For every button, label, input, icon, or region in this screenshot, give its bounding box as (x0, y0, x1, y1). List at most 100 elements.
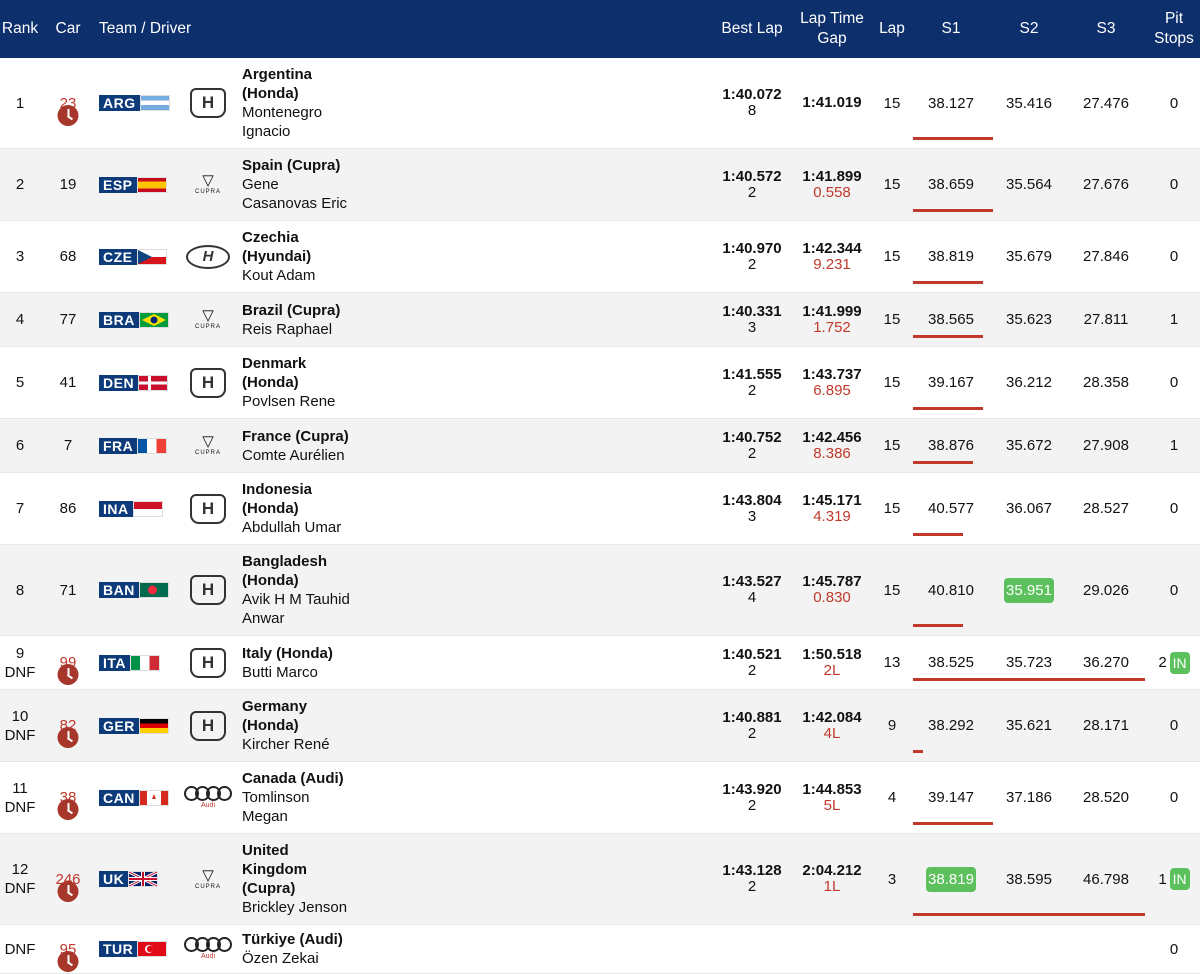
table-row[interactable]: 4 77 BRA ▽ CUPRA Brazil (Cupra) Reis Rapha… (0, 293, 1200, 347)
table-row[interactable]: 9 DNF 99 ITA H Italy (Honda) Butti Marco … (0, 636, 1200, 690)
pit-stops-count: 0 (1169, 500, 1179, 517)
table-row[interactable]: 12 DNF 246 UK ▽ CUPRA United Kingdom (Cupra… (0, 834, 1200, 925)
team-driver-cell[interactable]: Brazil (Cupra) Reis Raphael (242, 293, 442, 346)
pit-stops-count: 1 (1169, 311, 1179, 328)
nation-cell: FRA (99, 419, 168, 472)
team-driver-cell[interactable]: Indonesia (Honda) Abdullah Umar (242, 473, 442, 544)
team-manufacturer: (Audi) (296, 770, 344, 787)
ban-flag-icon (138, 582, 169, 598)
best-lap-time: 1:40.072 (722, 86, 782, 103)
lap-count: 15 (883, 500, 901, 517)
arg-flag-icon (139, 95, 170, 111)
nation-flag: BRA (99, 311, 169, 328)
sector-2: 35.416 (990, 58, 1068, 148)
table-row[interactable]: 2 19 ESP ▽ CUPRA Spain (Cupra) Gene Casanov… (0, 149, 1200, 221)
rank-cell: 7 (0, 473, 40, 544)
manufacturer-logo-cell: Audi (180, 762, 236, 833)
team-driver-cell[interactable]: United Kingdom (Cupra) Brickley Jenson (242, 834, 442, 924)
nation-flag: BAN (99, 582, 169, 598)
gap: 1.752 (813, 318, 851, 336)
car-cell: 99 (46, 636, 90, 689)
sector-2-value: 37.186 (1006, 789, 1052, 806)
header-s2[interactable]: S2 (1019, 20, 1039, 37)
header-lap-time-gap[interactable]: Lap Time Gap (792, 0, 872, 58)
team-driver-cell[interactable]: Czechia (Hyundai) Kout Adam (242, 221, 442, 292)
rank-cell: 12 DNF (0, 834, 40, 924)
best-lap-time: 1:40.572 (722, 167, 782, 185)
table-row[interactable]: 5 41 DEN H Denmark (Honda) Povlsen Rene 1:… (0, 347, 1200, 419)
team-driver-cell[interactable]: Denmark (Honda) Povlsen Rene (242, 347, 442, 418)
nation-cell: CZE (99, 221, 167, 292)
header-best-lap[interactable]: Best Lap (721, 20, 783, 37)
team-name: Brazil (242, 301, 283, 319)
header-lap[interactable]: Lap (879, 20, 905, 37)
rank-cell: 5 (0, 347, 40, 418)
cupra-logo: ▽ CUPRA (194, 866, 221, 890)
team-driver-cell[interactable]: Spain (Cupra) Gene Casanovas Eric (242, 149, 442, 220)
table-row[interactable]: 11 DNF 38 CAN Audi Canada (Audi) Tomlinso… (0, 762, 1200, 834)
table-row[interactable]: 10 DNF 82 GER H Germany (Honda) Kircher Re… (0, 690, 1200, 762)
rank-number: 1 (15, 94, 25, 112)
table-row[interactable]: 8 71 BAN H Bangladesh (Honda) Avik H M Tau… (0, 545, 1200, 636)
sector-3: 29.026 (1083, 581, 1129, 599)
driver-name: Megan (242, 808, 288, 825)
gap: 9.231 (813, 255, 851, 273)
lap-count: 3 (887, 870, 897, 888)
team-driver-cell[interactable]: France (Cupra) Comte Aurélien (242, 419, 442, 472)
best-lap-cell: 1:40.331 3 (712, 293, 792, 346)
header-car[interactable]: Car (55, 20, 81, 37)
table-row[interactable]: DNF 95 TUR Audi Türkiye (Audi) Özen Zekai… (0, 925, 1200, 974)
team-driver-cell[interactable]: Canada (Audi) Tomlinson Megan (242, 762, 442, 833)
nation-cell: ITA (99, 636, 167, 689)
sector-3: 28.171 (1083, 717, 1129, 734)
cze-flag-icon (136, 248, 167, 265)
rank-number: 9 (15, 644, 25, 662)
rank-cell: 6 (0, 419, 40, 472)
table-row[interactable]: 3 68 CZE H Czechia (Hyundai) Kout Adam 1:4… (0, 221, 1200, 293)
header-pit-stops[interactable]: Pit Stops (1148, 0, 1200, 58)
nation-code: ESP (99, 176, 137, 193)
table-row[interactable]: 7 86 INA H Indonesia (Honda) Abdullah Umar… (0, 473, 1200, 545)
team-driver-cell[interactable]: Bangladesh (Honda) Avik H M Tauhid Anwar (242, 545, 442, 635)
sector-2: 36.212 (990, 347, 1068, 418)
gap: 0.558 (813, 183, 851, 201)
team-driver-cell[interactable]: Italy (Honda) Butti Marco (242, 636, 442, 689)
best-lap-cell: 1:40.572 2 (712, 149, 792, 220)
lap-time: 1:45.787 (802, 573, 862, 590)
rank-number: 10 (11, 707, 29, 725)
header-team-driver[interactable]: Team / Driver (99, 20, 192, 37)
sector-2-value: 35.723 (1006, 654, 1052, 671)
team-driver-cell[interactable]: Argentina (Honda) Montenegro Ignacio (242, 58, 442, 148)
sector-3: 28.527 (1083, 500, 1129, 517)
sector-1: 38.525 (912, 636, 990, 689)
header-s3[interactable]: S3 (1096, 20, 1116, 37)
driver-name: Anwar (242, 610, 285, 627)
car-number: 95 (57, 941, 79, 972)
team-driver-cell[interactable]: Germany (Honda) Kircher René (242, 690, 442, 761)
fra-flag-icon (137, 437, 168, 454)
best-lap-time: 1:40.521 (722, 645, 782, 663)
sector-1: 38.819 (912, 834, 990, 924)
header-s1[interactable]: S1 (941, 20, 961, 37)
header-rank[interactable]: Rank (1, 20, 39, 37)
sector-1: 39.167 (912, 347, 990, 418)
bra-flag-icon (138, 311, 169, 328)
lap-count: 15 (883, 581, 901, 599)
best-lap-cell: 1:43.804 3 (712, 473, 792, 544)
lap-count (872, 925, 912, 973)
honda-logo: H (190, 493, 226, 524)
best-lap-cell: 1:40.970 2 (712, 221, 792, 292)
clock-icon (57, 880, 79, 902)
best-lap-number: 3 (747, 318, 757, 336)
sector-progress-bar (913, 678, 1145, 681)
team-manufacturer: (Honda) (272, 644, 333, 662)
pit-stops-cell: 0 (1148, 925, 1200, 973)
best-lap-number: 4 (747, 589, 757, 606)
table-row[interactable]: 6 7 FRA ▽ CUPRA France (Cupra) Comte Aurél… (0, 419, 1200, 473)
table-row[interactable]: 1 23 ARG H Argentina (Honda) Montenegro Ign… (0, 58, 1200, 149)
team-driver-cell[interactable]: Türkiye (Audi) Özen Zekai (242, 925, 442, 973)
best-lap-number: 2 (747, 661, 757, 679)
rank-cell: 2 (0, 149, 40, 220)
car-cell: 77 (46, 293, 90, 346)
esp-flag-icon (136, 176, 167, 193)
